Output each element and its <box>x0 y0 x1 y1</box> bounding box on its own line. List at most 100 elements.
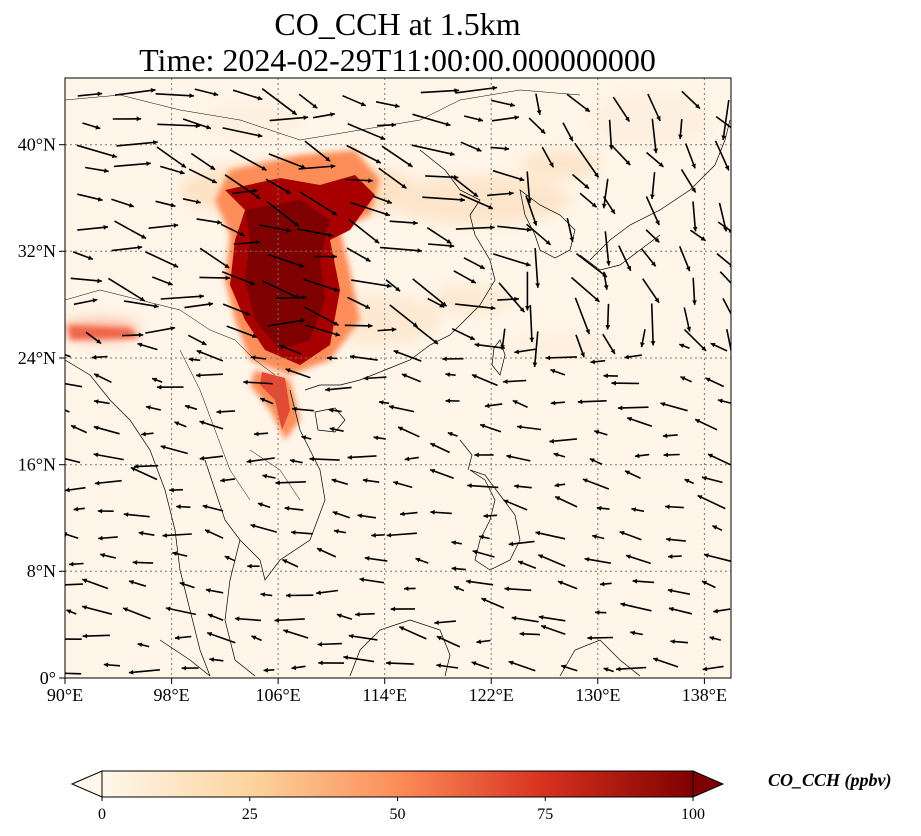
wind-vector <box>343 656 375 663</box>
wind-vector-head <box>317 548 323 553</box>
wind-vector-head <box>395 286 401 292</box>
wind-vector-head <box>474 342 480 348</box>
wind-vector <box>474 343 505 349</box>
wind-vector-head <box>549 162 554 168</box>
wind-vector <box>145 251 179 268</box>
wind-vector-head <box>374 238 380 244</box>
wind-vector-head <box>430 468 436 474</box>
wind-vector-head <box>545 240 551 245</box>
wind-vector-head <box>225 275 230 281</box>
wind-vector <box>420 89 459 94</box>
wind-vector-head <box>94 480 100 486</box>
colorbar-gradient <box>101 770 694 798</box>
wind-vector-head <box>627 416 632 422</box>
wind-vector-head <box>390 606 396 612</box>
wind-vector-head <box>514 484 519 489</box>
wind-vector-head <box>275 480 280 486</box>
wind-vector-head <box>199 455 205 461</box>
wind-vector <box>93 425 120 435</box>
wind-vector-head <box>162 533 167 538</box>
wind-vector-head <box>174 635 180 641</box>
wind-vector-head <box>380 135 386 140</box>
wind-vector <box>274 618 305 622</box>
wind-vector <box>344 324 373 327</box>
wind-vector-head <box>626 554 631 559</box>
colorbar-label: CO_CCH (ppbv) <box>768 770 892 790</box>
wind-vector-head <box>45 401 50 405</box>
wind-vector <box>492 169 525 182</box>
lat-tick-label: 32°N <box>18 241 56 261</box>
wind-vector <box>498 282 526 313</box>
wind-vector <box>82 634 110 637</box>
wind-vector-head <box>65 532 68 537</box>
wind-vector <box>347 455 377 459</box>
wind-vector-head <box>333 321 339 326</box>
wind-vector-head <box>205 588 211 593</box>
wind-vector-head <box>364 556 370 561</box>
colorbar-tick-label: 50 <box>389 806 406 823</box>
wind-vector-head <box>375 158 381 164</box>
wind-vector-head <box>261 166 267 171</box>
wind-vector <box>602 178 609 209</box>
wind-vector-head <box>318 660 323 666</box>
wind-vector <box>678 246 691 272</box>
wind-vector-head <box>128 669 134 675</box>
wind-vector-head <box>451 566 457 572</box>
wind-vector-head <box>283 629 289 634</box>
wind-vector <box>157 123 201 127</box>
wind-vector-head <box>224 263 230 268</box>
wind-vector <box>455 303 496 310</box>
wind-vector-head <box>442 356 447 362</box>
wind-vector-head <box>93 425 99 431</box>
wind-vector-head <box>328 232 333 238</box>
wind-vector-head <box>255 194 261 199</box>
wind-vector-head <box>656 115 661 121</box>
wind-vector-head <box>701 346 707 351</box>
wind-vector-head <box>474 452 479 458</box>
wind-vector-head <box>379 400 384 405</box>
wind-vector <box>504 587 532 592</box>
wind-vector-head <box>312 103 318 109</box>
wind-vector-head <box>138 332 144 338</box>
wind-vector-head <box>355 612 360 617</box>
wind-vector-head <box>188 357 194 362</box>
wind-vector-head <box>611 380 616 386</box>
wind-vector-head <box>430 443 436 448</box>
wind-vector <box>715 115 731 129</box>
wind-vector-head <box>335 332 340 337</box>
lon-tick-label: 106°E <box>255 685 300 705</box>
wind-vector <box>351 279 392 288</box>
wind-vector-head <box>430 509 435 515</box>
wind-vector-head <box>470 278 476 284</box>
wind-vector-head <box>479 534 484 540</box>
wind-vector-head <box>123 607 128 612</box>
wind-vector-head <box>550 368 556 374</box>
wind-vector-head <box>94 399 99 404</box>
wind-vector-head <box>663 452 669 458</box>
wind-vector-head <box>589 458 595 463</box>
wind-vector <box>267 319 306 327</box>
wind-vector-head <box>368 323 373 329</box>
wind-vector <box>378 167 407 189</box>
colorbar-tick-label: 25 <box>241 806 258 823</box>
tick-marks <box>59 144 705 684</box>
wind-vector <box>82 578 109 590</box>
wind-vector <box>309 458 340 461</box>
wind-vector-head <box>401 183 407 189</box>
wind-vector <box>492 253 531 267</box>
wind-vector-head <box>196 350 202 355</box>
colorbar-tick-label: 0 <box>98 806 106 823</box>
wind-vector-head <box>328 408 334 413</box>
wind-vector <box>128 669 160 674</box>
wind-vector-head <box>82 605 87 610</box>
wind-vector-head <box>708 453 713 459</box>
wind-vector <box>450 175 479 198</box>
wind-vector-head <box>451 540 457 546</box>
lat-tick-labels: 0° 8°N 16°N 24°N 32°N 40°N <box>18 135 56 689</box>
wind-vector-head <box>473 192 478 197</box>
wind-vector-head <box>165 606 171 612</box>
wind-vector <box>508 660 536 672</box>
wind-vector-head <box>480 423 485 429</box>
wind-vector-head <box>136 116 142 122</box>
wind-vector-head <box>553 452 559 458</box>
